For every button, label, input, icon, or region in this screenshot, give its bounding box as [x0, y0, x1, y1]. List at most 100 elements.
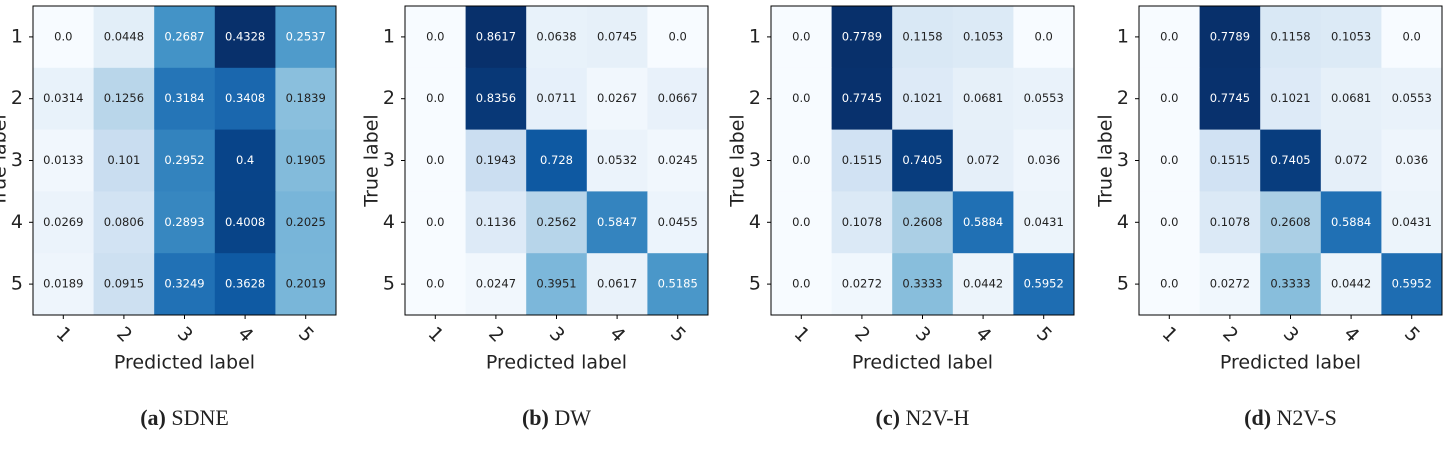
x-tick-label: 2 — [850, 323, 874, 347]
cell-label: 0.0431 — [1024, 215, 1064, 229]
cell — [465, 191, 527, 254]
y-tick-label: 5 — [11, 273, 23, 295]
cell — [771, 191, 833, 254]
cell — [1199, 129, 1261, 192]
cell-label: 0.0 — [669, 29, 687, 43]
cell — [526, 253, 588, 316]
cell-label: 0.0 — [792, 277, 810, 291]
cell — [952, 191, 1014, 254]
cell-label: 0.0 — [54, 29, 72, 43]
caption-tag: (b) — [522, 405, 549, 430]
y-tick-label: 5 — [749, 273, 761, 295]
cell-label: 0.7789 — [842, 29, 882, 43]
caption-text: SDNE — [171, 405, 228, 430]
cell — [405, 253, 467, 316]
x-tick-label: 4 — [1339, 323, 1363, 347]
cell — [1199, 6, 1261, 69]
cell-label: 0.1839 — [286, 91, 326, 105]
cell-label: 0.0617 — [597, 277, 637, 291]
cell — [214, 191, 276, 254]
cell-label: 0.0267 — [597, 91, 637, 105]
cell-label: 0.0 — [426, 153, 444, 167]
cell-label: 0.3249 — [164, 277, 204, 291]
cell — [892, 67, 954, 131]
x-tick-label: 3 — [173, 323, 197, 347]
cell — [33, 67, 95, 131]
cell-label: 0.1053 — [963, 29, 1003, 43]
cell-label: 0.1515 — [1210, 153, 1250, 167]
cell — [831, 6, 893, 69]
y-axis-label: True label — [727, 114, 749, 207]
cell — [1320, 191, 1382, 254]
cell-label: 0.3184 — [164, 91, 204, 105]
caption-tag: (d) — [1244, 405, 1271, 430]
y-tick-label: 2 — [11, 87, 23, 109]
cell — [93, 129, 155, 192]
cell-label: 0.2687 — [164, 29, 204, 43]
caption-tag: (c) — [876, 405, 900, 430]
cell-label: 0.5952 — [1392, 277, 1432, 291]
cell-label: 0.3333 — [1270, 277, 1310, 291]
cell-label: 0.0 — [1160, 215, 1178, 229]
y-tick-label: 5 — [383, 273, 395, 295]
cell — [214, 253, 276, 316]
y-tick-label: 1 — [383, 25, 395, 47]
cell — [1013, 129, 1075, 192]
cell — [1139, 67, 1201, 131]
cell-label: 0.5185 — [658, 277, 698, 291]
cell-label: 0.5884 — [963, 215, 1003, 229]
cell — [1381, 67, 1443, 131]
cell — [892, 191, 954, 254]
cell-label: 0.036 — [1027, 153, 1060, 167]
cell-label: 0.2025 — [286, 215, 326, 229]
cell-label: 0.0 — [792, 29, 810, 43]
cell-label: 0.0915 — [104, 277, 144, 291]
cell-label: 0.0247 — [476, 277, 516, 291]
x-tick-label: 3 — [911, 323, 935, 347]
cell-label: 0.2952 — [164, 153, 204, 167]
cell — [33, 129, 95, 192]
cell-label: 0.0245 — [658, 153, 698, 167]
caption: (d) N2V-S — [1244, 405, 1337, 430]
y-tick-label: 3 — [749, 149, 761, 171]
caption-text: N2V-H — [905, 405, 969, 430]
x-tick-label: 2 — [112, 323, 136, 347]
x-tick-label: 4 — [233, 323, 257, 347]
cell — [1260, 6, 1322, 69]
cell — [586, 129, 648, 192]
cell-label: 0.1053 — [1331, 29, 1371, 43]
cell — [1260, 191, 1322, 254]
cell — [405, 191, 467, 254]
cell — [1139, 6, 1201, 69]
cell — [831, 253, 893, 316]
cell-label: 0.0 — [792, 215, 810, 229]
y-tick-label: 2 — [749, 87, 761, 109]
cell-label: 0.2893 — [164, 215, 204, 229]
cell-label: 0.1158 — [902, 29, 942, 43]
y-tick-label: 5 — [1117, 273, 1129, 295]
cell-label: 0.1021 — [902, 91, 942, 105]
cell-label: 0.1021 — [1270, 91, 1310, 105]
cell — [831, 191, 893, 254]
cell — [1381, 129, 1443, 192]
cell-label: 0.0 — [426, 91, 444, 105]
cell-label: 0.101 — [107, 153, 140, 167]
cell — [1013, 191, 1075, 254]
cell-label: 0.072 — [1335, 153, 1368, 167]
cell — [771, 67, 833, 131]
cell-label: 0.0 — [1160, 91, 1178, 105]
cell — [952, 67, 1014, 131]
caption: (b) DW — [522, 405, 591, 430]
cell-label: 0.0667 — [658, 91, 698, 105]
cell — [952, 253, 1014, 316]
cell-label: 0.1078 — [1210, 215, 1250, 229]
cell — [526, 6, 588, 69]
y-tick-label: 3 — [383, 149, 395, 171]
cell — [154, 129, 216, 192]
cell-label: 0.2019 — [286, 277, 326, 291]
cell-label: 0.0681 — [1331, 91, 1371, 105]
cell-label: 0.0553 — [1024, 91, 1064, 105]
cell-label: 0.1943 — [476, 153, 516, 167]
cell — [1320, 6, 1382, 69]
cell — [647, 253, 709, 316]
